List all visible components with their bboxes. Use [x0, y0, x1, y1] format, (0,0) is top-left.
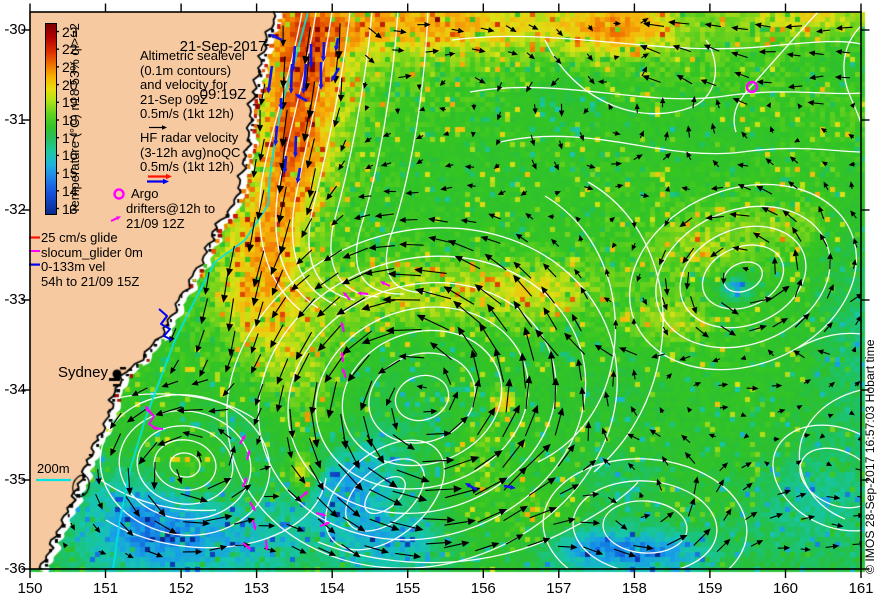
lat-tick-label: -35: [4, 471, 26, 488]
legend-glider-line: 0-133m vel: [41, 259, 106, 275]
imos-watermark: © IMOS 28-Sep-2017 16:57:03 Hobart time: [863, 339, 877, 574]
glider-tracks: [145, 308, 173, 430]
legend-hf-radar-line: 0.5m/s (1kt 12h): [140, 159, 234, 175]
map-title-date: 21-Sep-2017: [179, 38, 267, 55]
lon-tick-label: 161: [848, 580, 874, 597]
lat-tick-label: -32: [4, 201, 26, 218]
lon-tick-label: 160: [772, 580, 798, 597]
legend-argo-label: Argo: [131, 186, 159, 201]
legend-hf-radar-line: HF radar velocity: [140, 130, 239, 145]
isobath-200m-line: [112, 12, 309, 569]
colorbar-tick-label: 23: [62, 23, 78, 40]
colorbar-tick-label: 16: [62, 147, 78, 164]
lon-tick-label: 150: [17, 580, 43, 597]
legend-glyphs: [29, 125, 172, 482]
sealevel-contours: [97, 12, 861, 569]
lat-tick-label: -36: [4, 560, 26, 577]
lon-tick-label: 158: [621, 580, 647, 597]
city-label-sydney: Sydney: [57, 364, 108, 381]
lat-tick-label: -34: [4, 381, 26, 398]
lat-tick-label: -30: [4, 21, 26, 38]
map-title: 21-Sep-2017 09:19Z: [150, 7, 296, 135]
colorbar-tick-label: 13: [62, 200, 78, 217]
plot-frame: [29, 11, 862, 570]
colorbar-tick-label: 17: [62, 129, 78, 146]
lon-tick-label: 154: [319, 580, 345, 597]
colorbar-tick-label: 21: [62, 58, 78, 75]
legend-hf-radar: HF radar velocity (3-12h avg)noQC 0.5m/s (…: [140, 130, 241, 175]
legend-altimetric-line: 21-Sep 09Z: [140, 91, 208, 107]
legend-altimetric-line: and velocity for: [140, 77, 228, 93]
lon-tick-label: 159: [697, 580, 723, 597]
legend-gliders: 25 cm/s glide slocum_glider 0m 0-133m vel 5…: [41, 230, 143, 289]
colorbar-tick-label: 19: [62, 94, 78, 111]
lat-tick-label: -33: [4, 291, 26, 308]
colorbar-tick-label: 14: [62, 182, 78, 199]
map-title-time: 09:19Z: [199, 86, 247, 103]
colorbar-tick-label: 20: [62, 76, 78, 93]
lon-tick-label: 157: [546, 580, 572, 597]
legend-altimetric-line: Altimetric sealevel: [140, 48, 245, 63]
lon-tick-label: 155: [395, 580, 421, 597]
legend-altimetric-line: 0.5m/s (1kt 12h): [140, 106, 234, 122]
legend-drifter-line: 21/09 12Z: [126, 215, 185, 231]
isobath-200m-label: 200m: [37, 461, 70, 476]
temperature-colorbar: [45, 23, 57, 215]
legend-altimetric: Altimetric sealevel (0.1m contours) and ve…: [140, 48, 245, 122]
colorbar-tick-label: 18: [62, 112, 78, 128]
hf-radar-arrows: [266, 34, 516, 492]
lon-tick-label: 151: [93, 580, 119, 597]
lat-tick-label: -31: [4, 111, 26, 128]
legend-glider-line: 54h to 21/09 15Z: [41, 273, 140, 289]
colorbar-tick-label: 15: [62, 165, 78, 182]
legend-drifter-line: drifters@12h to: [126, 201, 216, 216]
colorbar-tick-label: 22: [62, 41, 78, 58]
axis-ticks: [21, 3, 870, 578]
legend-glider-line: slocum_glider 0m: [41, 244, 143, 260]
argo-legend-marker: [113, 188, 125, 200]
lon-tick-label: 153: [244, 580, 270, 597]
lon-tick-label: 152: [168, 580, 194, 597]
lon-tick-label: 156: [470, 580, 496, 597]
legend-hf-radar-line: (3-12h avg)noQC: [140, 144, 241, 160]
argo-float-marker: [745, 80, 759, 94]
legend-drifters: drifters@12h to 21/09 12Z: [126, 201, 216, 231]
legend-glider-line: 25 cm/s glide: [41, 230, 118, 245]
legend-altimetric-line: (0.1m contours): [140, 62, 232, 78]
drifter-arrows: [144, 281, 391, 551]
